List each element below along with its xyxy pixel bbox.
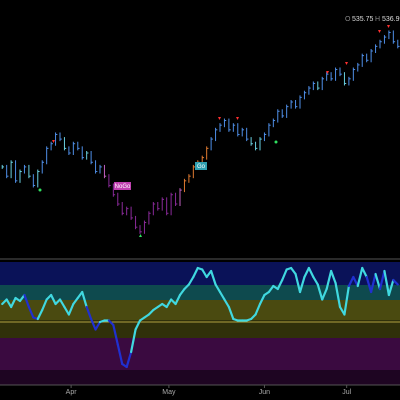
- oscillator-line: [36, 308, 44, 321]
- oscillator-line: [90, 317, 97, 331]
- sell-signal: [52, 140, 55, 143]
- oscillator-line: [116, 343, 124, 366]
- readout-value: 535.75: [352, 16, 374, 23]
- oscillator-panel: Apr May Jun Jul: [1, 266, 399, 396]
- oscillator-line: [370, 272, 377, 294]
- oscillator-line: [347, 275, 355, 288]
- oscillator-line: [165, 298, 173, 309]
- buy-signal: [139, 234, 142, 237]
- sell-signal: [236, 117, 239, 120]
- nogo-tag: NoGo: [114, 182, 131, 190]
- band: [0, 300, 400, 320]
- oscillator-line: [343, 284, 350, 316]
- readout-key: O: [345, 16, 351, 23]
- oscillator-line: [5, 298, 13, 309]
- oscillator-line: [267, 284, 275, 294]
- oscillator-line: [307, 266, 315, 279]
- oscillator-line: [218, 290, 226, 301]
- tag-label: Go: [197, 164, 206, 170]
- oscillator-line: [210, 269, 217, 286]
- price-readout: O 535.75 H 536.99: [345, 16, 400, 23]
- price-panel: [1, 30, 400, 234]
- oscillator-line: [294, 272, 302, 294]
- oscillator-line: [187, 275, 195, 286]
- oscillator-line: [58, 298, 66, 309]
- tag-box: [195, 162, 207, 170]
- oscillator-line: [298, 275, 306, 294]
- tag-box: [114, 182, 131, 190]
- go-tag: Go: [195, 162, 207, 170]
- sell-signal: [326, 71, 329, 74]
- oscillator-line: [325, 269, 333, 291]
- oscillator-line: [356, 266, 364, 288]
- tag-label: NoGo: [115, 184, 131, 190]
- oscillator-line: [383, 269, 390, 297]
- oscillator-line: [81, 290, 88, 309]
- oscillator-line: [134, 319, 142, 331]
- sell-signal: [218, 117, 221, 120]
- oscillator-line: [63, 305, 70, 316]
- oscillator-line: [214, 283, 222, 294]
- oscillator-line: [276, 278, 284, 291]
- buy-signal: [274, 140, 278, 144]
- signal-markers: [38, 25, 390, 237]
- oscillator-line: [125, 350, 133, 369]
- oscillator-line: [72, 296, 79, 306]
- oscillator-line: [378, 269, 386, 291]
- oscillator-line: [334, 281, 342, 309]
- oscillator-line: [27, 305, 35, 319]
- oscillator-line: [361, 266, 368, 279]
- oscillator-line: [387, 278, 395, 297]
- readout-value: 536.99: [382, 16, 400, 23]
- oscillator-line: [10, 296, 17, 309]
- oscillator-line: [303, 266, 310, 279]
- oscillator-line: [67, 302, 75, 316]
- oscillator-line: [374, 272, 382, 291]
- band: [0, 370, 400, 385]
- oscillator-line: [312, 275, 319, 286]
- oscillator-line: [223, 298, 230, 309]
- oscillator-line: [178, 287, 186, 297]
- oscillator-line: [112, 323, 119, 346]
- band: [0, 285, 400, 300]
- band: [0, 320, 400, 338]
- x-tick-label: Jul: [342, 389, 351, 396]
- oscillator-line: [85, 305, 93, 321]
- oscillator-line: [316, 283, 324, 301]
- oscillator-line: [94, 320, 102, 331]
- oscillator-line: [41, 298, 48, 312]
- oscillator-line: [290, 266, 297, 276]
- oscillator-line: [365, 275, 373, 294]
- band: [0, 338, 400, 370]
- x-tick-label: Jun: [259, 389, 270, 396]
- oscillator-line: [130, 328, 137, 354]
- oscillator-line: [392, 278, 399, 286]
- oscillator-line: [192, 266, 199, 279]
- sell-signal: [387, 25, 390, 28]
- oscillator-line: [50, 293, 57, 306]
- readout-key: H: [375, 16, 380, 23]
- x-tick-label: May: [162, 389, 176, 396]
- oscillator-line: [258, 293, 266, 306]
- oscillator-line: [201, 268, 208, 279]
- x-tick-label: Apr: [66, 389, 78, 396]
- sell-signal: [378, 30, 381, 33]
- oscillator-line: [281, 268, 288, 282]
- oscillator-line: [23, 293, 30, 309]
- oscillator-line: [330, 269, 337, 285]
- oscillator-line: [174, 293, 182, 306]
- oscillator-bands: [0, 262, 400, 385]
- sell-signal: [345, 62, 348, 65]
- band: [0, 262, 400, 285]
- oscillator-line: [227, 305, 235, 321]
- oscillator-line: [254, 302, 262, 316]
- buy-signal: [38, 188, 42, 192]
- oscillator-line: [321, 287, 328, 301]
